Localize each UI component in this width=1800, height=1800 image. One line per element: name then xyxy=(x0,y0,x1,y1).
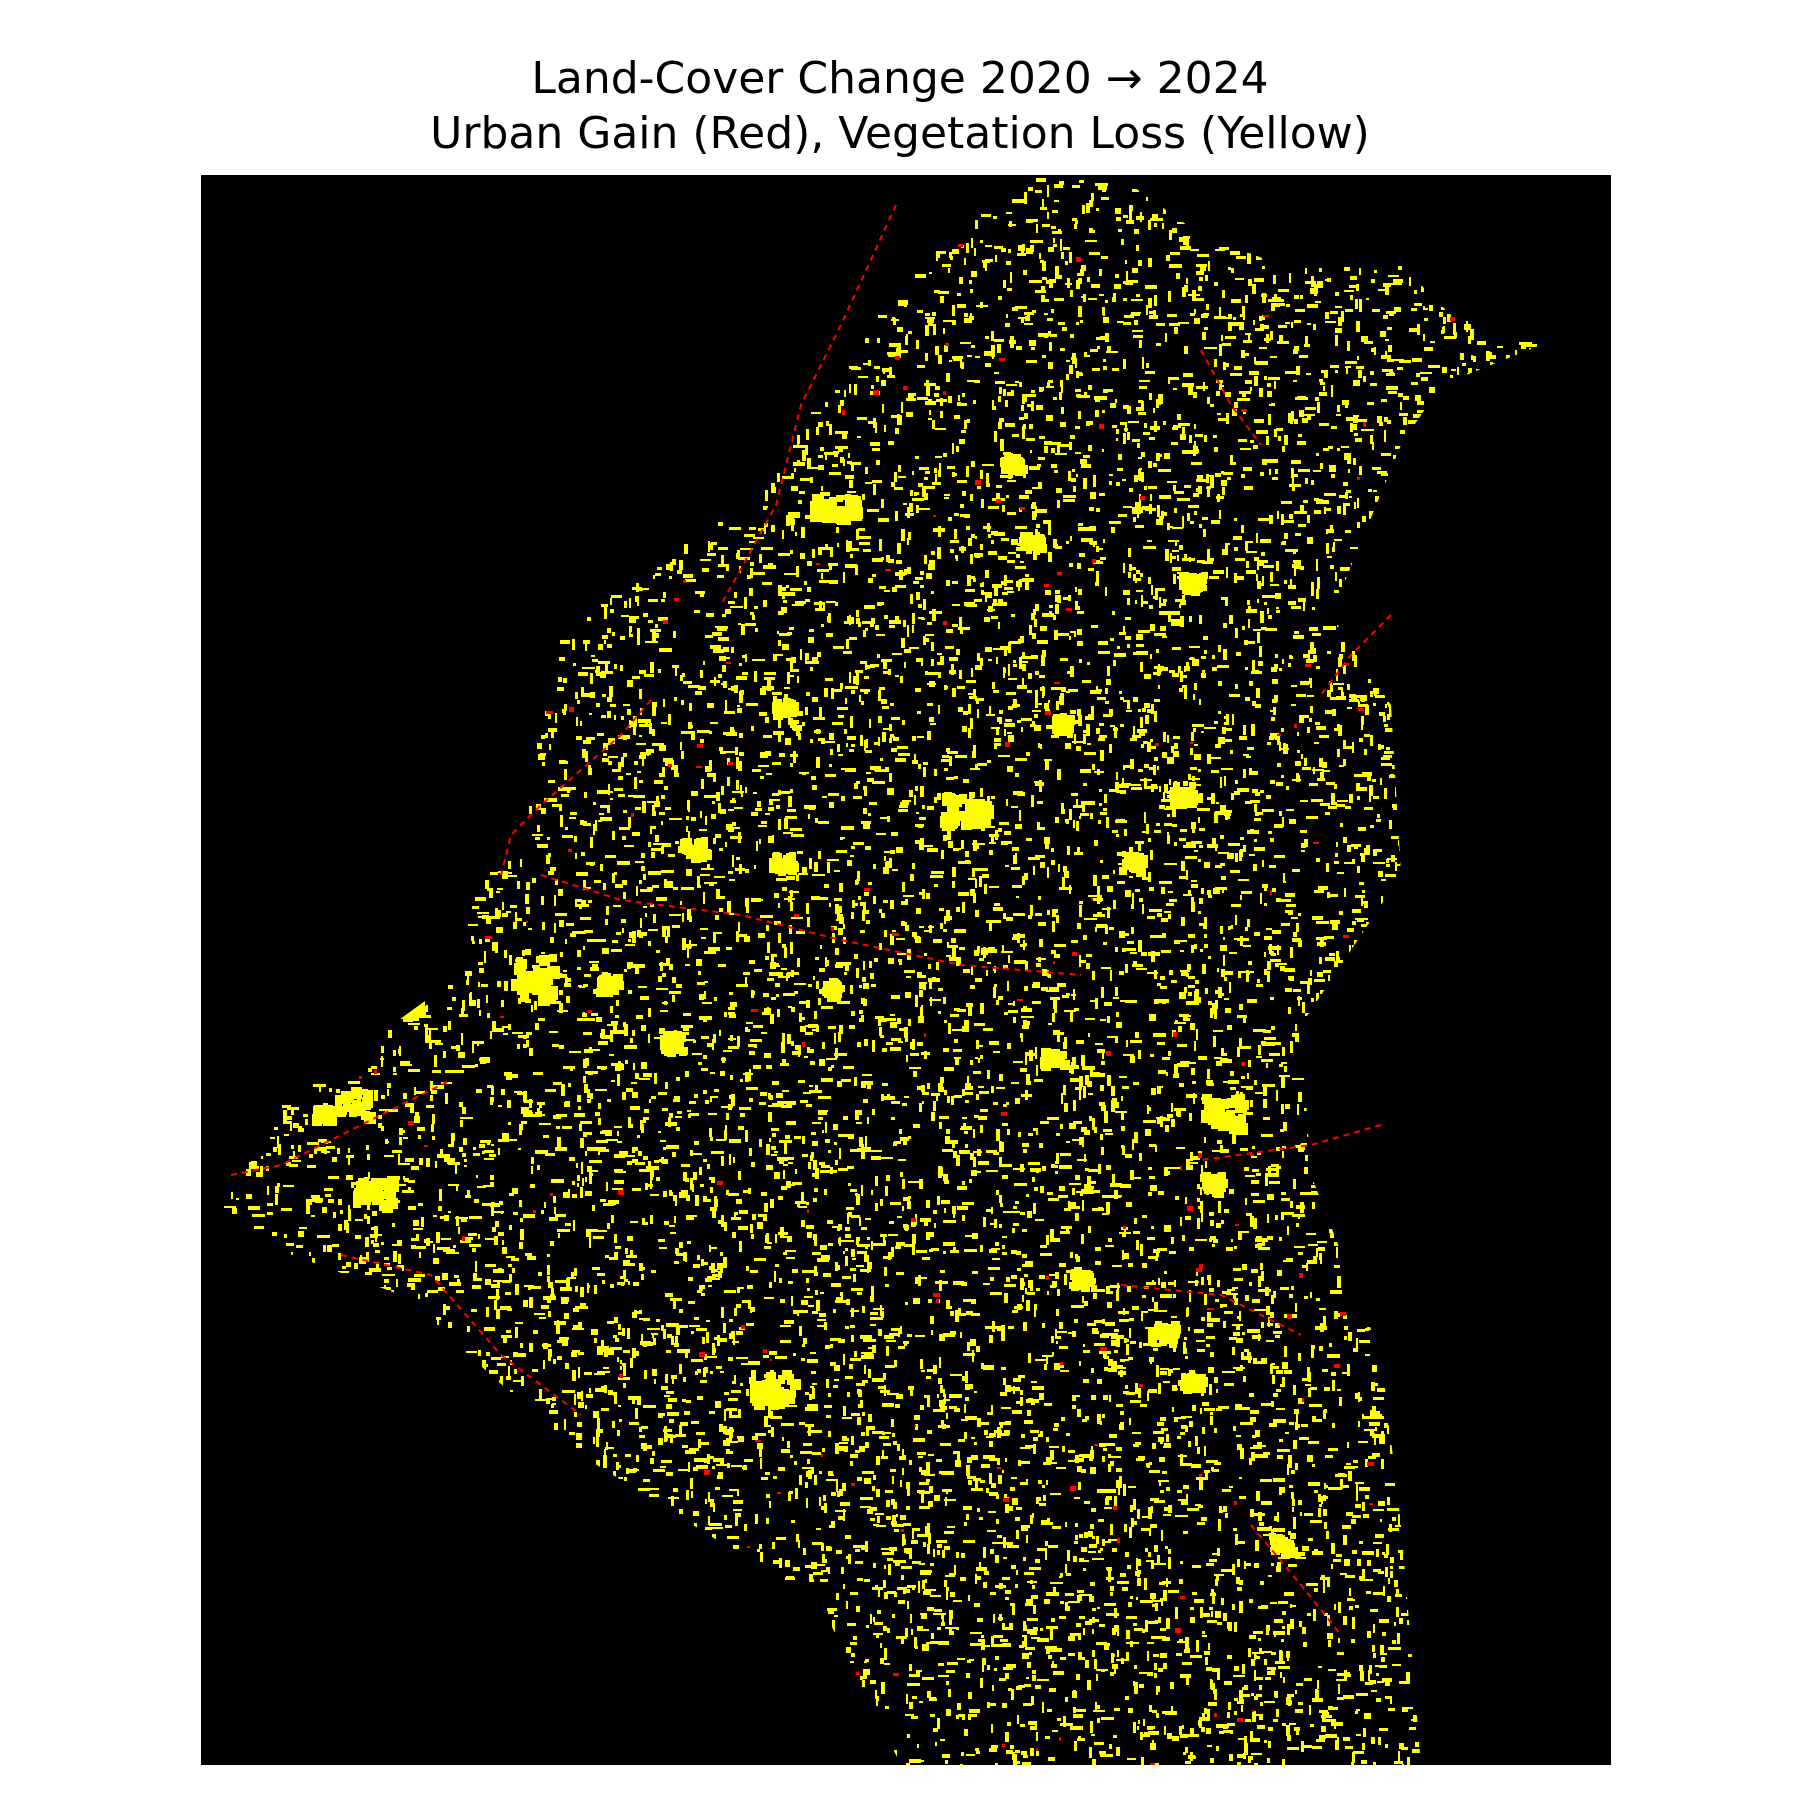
vegetation-loss-patch xyxy=(1179,572,1208,596)
urban-gain-corridor xyxy=(1120,1284,1302,1336)
vegetation-loss-patch xyxy=(769,852,799,876)
vegetation-loss-patch xyxy=(660,1031,688,1057)
urban-gain-corridor xyxy=(540,874,1082,976)
vegetation-loss-patch xyxy=(312,1103,337,1126)
vegetation-loss-patch xyxy=(822,978,845,1002)
figure-title-line-2: Urban Gain (Red), Vegetation Loss (Yello… xyxy=(430,108,1370,159)
vegetation-loss-patch xyxy=(1269,1533,1298,1558)
urban-gain-corridor xyxy=(1200,1124,1382,1161)
vegetation-loss-patch xyxy=(1019,532,1047,555)
vegetation-loss-patch xyxy=(940,792,994,831)
urban-gain-corridor xyxy=(230,1079,452,1176)
vegetation-loss-patch xyxy=(1041,1048,1070,1071)
vegetation-loss-patch xyxy=(335,1087,376,1124)
vegetation-loss-patch xyxy=(1180,1373,1208,1394)
change-map xyxy=(201,175,1611,1765)
vegetation-loss-patch xyxy=(596,972,624,997)
urban-gain-corridor xyxy=(1250,1524,1342,1636)
urban-gain-corridor xyxy=(720,204,897,606)
urban-gain-layer xyxy=(230,204,1455,1765)
vegetation-loss-patch xyxy=(1052,713,1075,736)
urban-gain-corridor xyxy=(340,1254,582,1416)
vegetation-loss-patch xyxy=(1148,1321,1181,1348)
vegetation-loss-patch xyxy=(1069,1267,1096,1292)
vegetation-loss-patch xyxy=(511,954,560,1006)
vegetation-loss-patch xyxy=(353,1176,399,1213)
vegetation-loss-patch xyxy=(1201,1094,1249,1135)
change-map-canvas xyxy=(201,175,1611,1765)
vegetation-loss-patch xyxy=(1119,852,1148,877)
vegetation-loss-patch xyxy=(1000,453,1028,476)
figure-title-line-1: Land-Cover Change 2020 → 2024 xyxy=(531,53,1269,104)
vegetation-loss-patch xyxy=(810,494,863,525)
urban-gain-corridor xyxy=(1320,614,1392,696)
vegetation-loss-patch xyxy=(678,837,712,863)
vegetation-loss-patch xyxy=(772,698,799,720)
vegetation-loss-patch xyxy=(749,1370,801,1410)
vegetation-loss-patch xyxy=(1169,781,1200,809)
vegetation-loss-patch xyxy=(1200,1172,1228,1198)
